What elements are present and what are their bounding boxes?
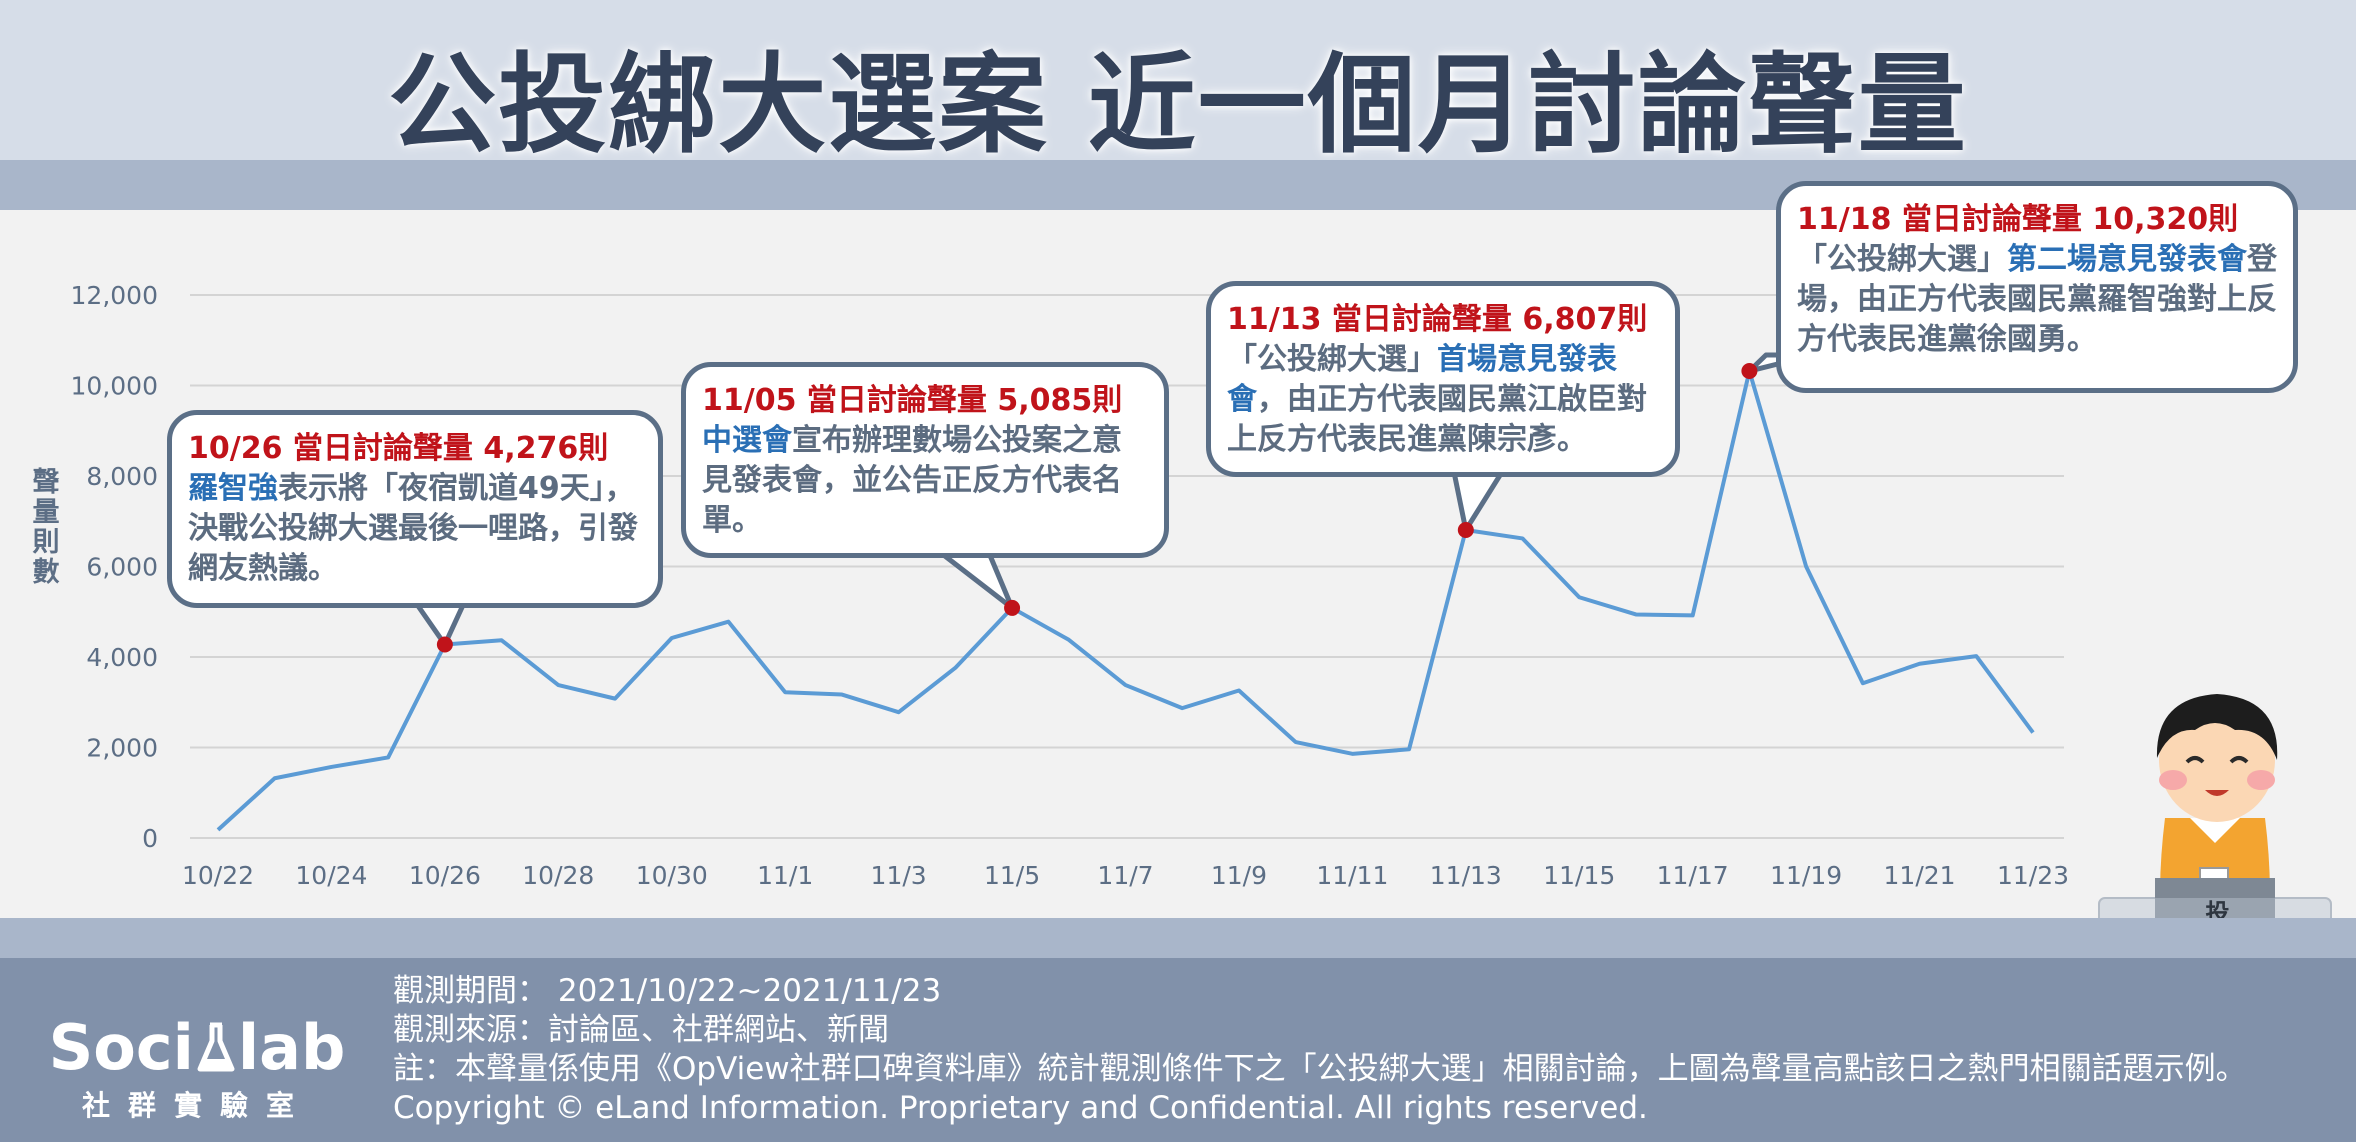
annotation-keyword: 中選會: [702, 423, 792, 458]
annotation-headline: 11/18 當日討論聲量 10,320則: [1797, 202, 2239, 237]
annotation-prefix: 「公投綁大選」: [1797, 242, 2007, 277]
x-tick-label: 10/22: [182, 861, 254, 890]
x-tick-label: 11/7: [1097, 861, 1153, 890]
x-tick-label: 11/11: [1316, 861, 1388, 890]
annotation-body: 宣布辦理數場公投案之意見發表會，並公告正反方代表名單。: [702, 423, 1122, 538]
highlight-marker-11-5: [1004, 599, 1021, 616]
x-tick-label: 11/5: [984, 861, 1040, 890]
x-tick-label: 10/28: [522, 861, 594, 890]
footer-note: 註：本聲量係使用《OpView社群口碑資料庫》統計觀測條件下之「公投綁大選」相關…: [393, 1051, 2247, 1087]
y-axis-label: 聲量則數: [32, 467, 60, 588]
footer-text: 觀測期間： 2021/10/22~2021/11/23 觀測來源：討論區、社群網…: [393, 972, 2247, 1128]
annotation-pointer: [938, 550, 1015, 611]
annotation-pointer: [1451, 469, 1505, 533]
annotation-bubble-1026: 10/26 當日討論聲量 4,276則 羅智強表示將「夜宿凱道49天」，決戰公投…: [167, 410, 663, 608]
annotation-bubble-1105: 11/05 當日討論聲量 5,085則 中選會宣布辦理數場公投案之意見發表會，並…: [681, 362, 1169, 558]
footer-source: 觀測來源：討論區、社群網站、新聞: [393, 1012, 889, 1048]
footer: [0, 958, 2356, 1142]
series-line: [216, 369, 2035, 832]
x-tick-label: 10/24: [295, 861, 367, 890]
x-tick-label: 11/17: [1657, 861, 1729, 890]
y-tick-label: 6,000: [86, 553, 158, 582]
y-tick-label: 12,000: [71, 281, 158, 310]
title-band: [0, 0, 2356, 160]
highlight-marker-11-13: [1457, 521, 1474, 538]
x-tick-label: 11/15: [1543, 861, 1615, 890]
x-tick-label: 11/1: [757, 861, 813, 890]
highlight-marker-10-26: [436, 636, 453, 653]
x-tick-label: 11/13: [1430, 861, 1502, 890]
annotation-bubble-1118: 11/18 當日討論聲量 10,320則 「公投綁大選」第二場意見發表會登場，由…: [1776, 181, 2298, 393]
annotation-headline: 11/05 當日討論聲量 5,085則: [702, 383, 1123, 418]
annotation-keyword: 首場意見發表會: [1227, 342, 1617, 417]
x-tick-label: 10/30: [636, 861, 708, 890]
y-tick-label: 10,000: [71, 372, 158, 401]
x-tick-label: 11/21: [1884, 861, 1956, 890]
x-tick-label: 11/19: [1770, 861, 1842, 890]
x-tick-label: 11/9: [1211, 861, 1267, 890]
bottom-stripe: [0, 918, 2356, 958]
annotation-body: ，由正方代表國民黨江啟臣對上反方代表民進黨陳宗彥。: [1227, 382, 1647, 457]
x-tick-label: 11/3: [871, 861, 927, 890]
y-tick-label: 2,000: [86, 734, 158, 763]
annotation-keyword: 第二場意見發表會: [2007, 242, 2247, 277]
page-title: 公投綁大選案 近一個月討論聲量: [388, 43, 1968, 168]
sociallab-logo: Soci lab 社群實驗室: [22, 1014, 372, 1124]
x-tick-label: 10/26: [409, 861, 481, 890]
annotation-headline: 11/13 當日討論聲量 6,807則: [1227, 302, 1648, 337]
annotation-bubble-1113: 11/13 當日討論聲量 6,807則 「公投綁大選」首場意見發表會，由正方代表…: [1206, 281, 1680, 477]
annotation-keyword: 羅智強: [188, 471, 278, 506]
y-tick-label: 8,000: [86, 462, 158, 491]
footer-copyright: Copyright © eLand Information. Proprieta…: [393, 1090, 1648, 1126]
annotation-body: 登場，由正方代表國民黨羅智強對上反方代表民進黨徐國勇。: [1797, 242, 2277, 357]
flask-icon: [197, 1022, 235, 1072]
x-tick-label: 11/23: [1997, 861, 2069, 890]
annotation-headline: 10/26 當日討論聲量 4,276則: [188, 431, 609, 466]
y-tick-label: 0: [142, 824, 158, 853]
footer-period: 觀測期間： 2021/10/22~2021/11/23: [393, 973, 942, 1009]
logo-subtitle: 社群實驗室: [81, 1089, 312, 1122]
highlight-marker-11-18: [1741, 363, 1758, 380]
annotation-prefix: 「公投綁大選」: [1227, 342, 1437, 377]
y-tick-label: 4,000: [86, 643, 158, 672]
logo-text-left: Soci: [48, 1011, 194, 1084]
annotation-body: 表示將「夜宿凱道49天」，決戰公投綁大選最後一哩路，引發網友熱議。: [188, 471, 638, 586]
logo-text-right: lab: [237, 1011, 346, 1084]
